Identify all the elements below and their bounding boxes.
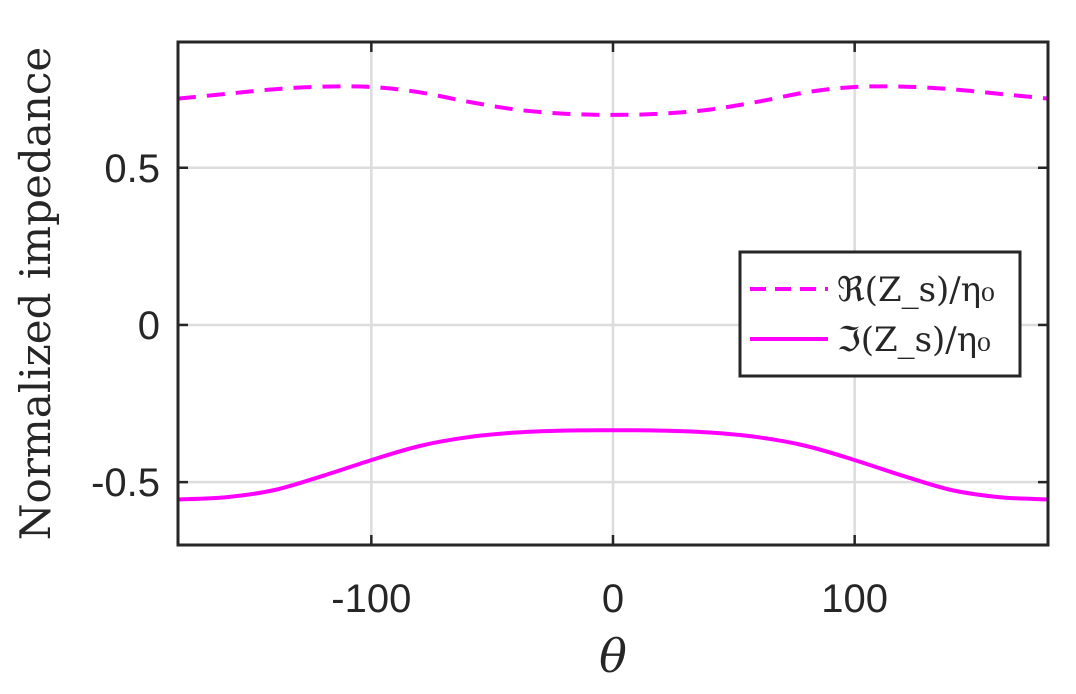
x-tick-label: 100 <box>821 577 888 621</box>
series-line-2 <box>177 428 1049 502</box>
legend-label: ℑ(Z_s)/η₀ <box>837 320 991 360</box>
legend: ℜ(Z_s)/η₀ ℑ(Z_s)/η₀ <box>738 250 1022 378</box>
legend-box <box>738 250 1022 378</box>
legend-label: ℜ(Z_s)/η₀ <box>837 270 995 310</box>
series-group <box>177 84 1049 502</box>
x-tick-labels: -100 0 100 <box>331 577 888 621</box>
x-tick-label: -100 <box>331 577 411 621</box>
y-tick-labels: -0.5 0 0.5 <box>91 147 160 505</box>
y-tick-label: -0.5 <box>91 461 160 505</box>
x-axis-label: θ <box>599 629 627 683</box>
x-tick-label: 0 <box>602 577 624 621</box>
y-axis-label: Normalized impedance <box>11 47 60 540</box>
y-tick-label: 0 <box>138 304 160 348</box>
y-tick-label: 0.5 <box>104 147 160 191</box>
tick-marks <box>178 42 1048 545</box>
series-line-1 <box>177 84 1049 117</box>
